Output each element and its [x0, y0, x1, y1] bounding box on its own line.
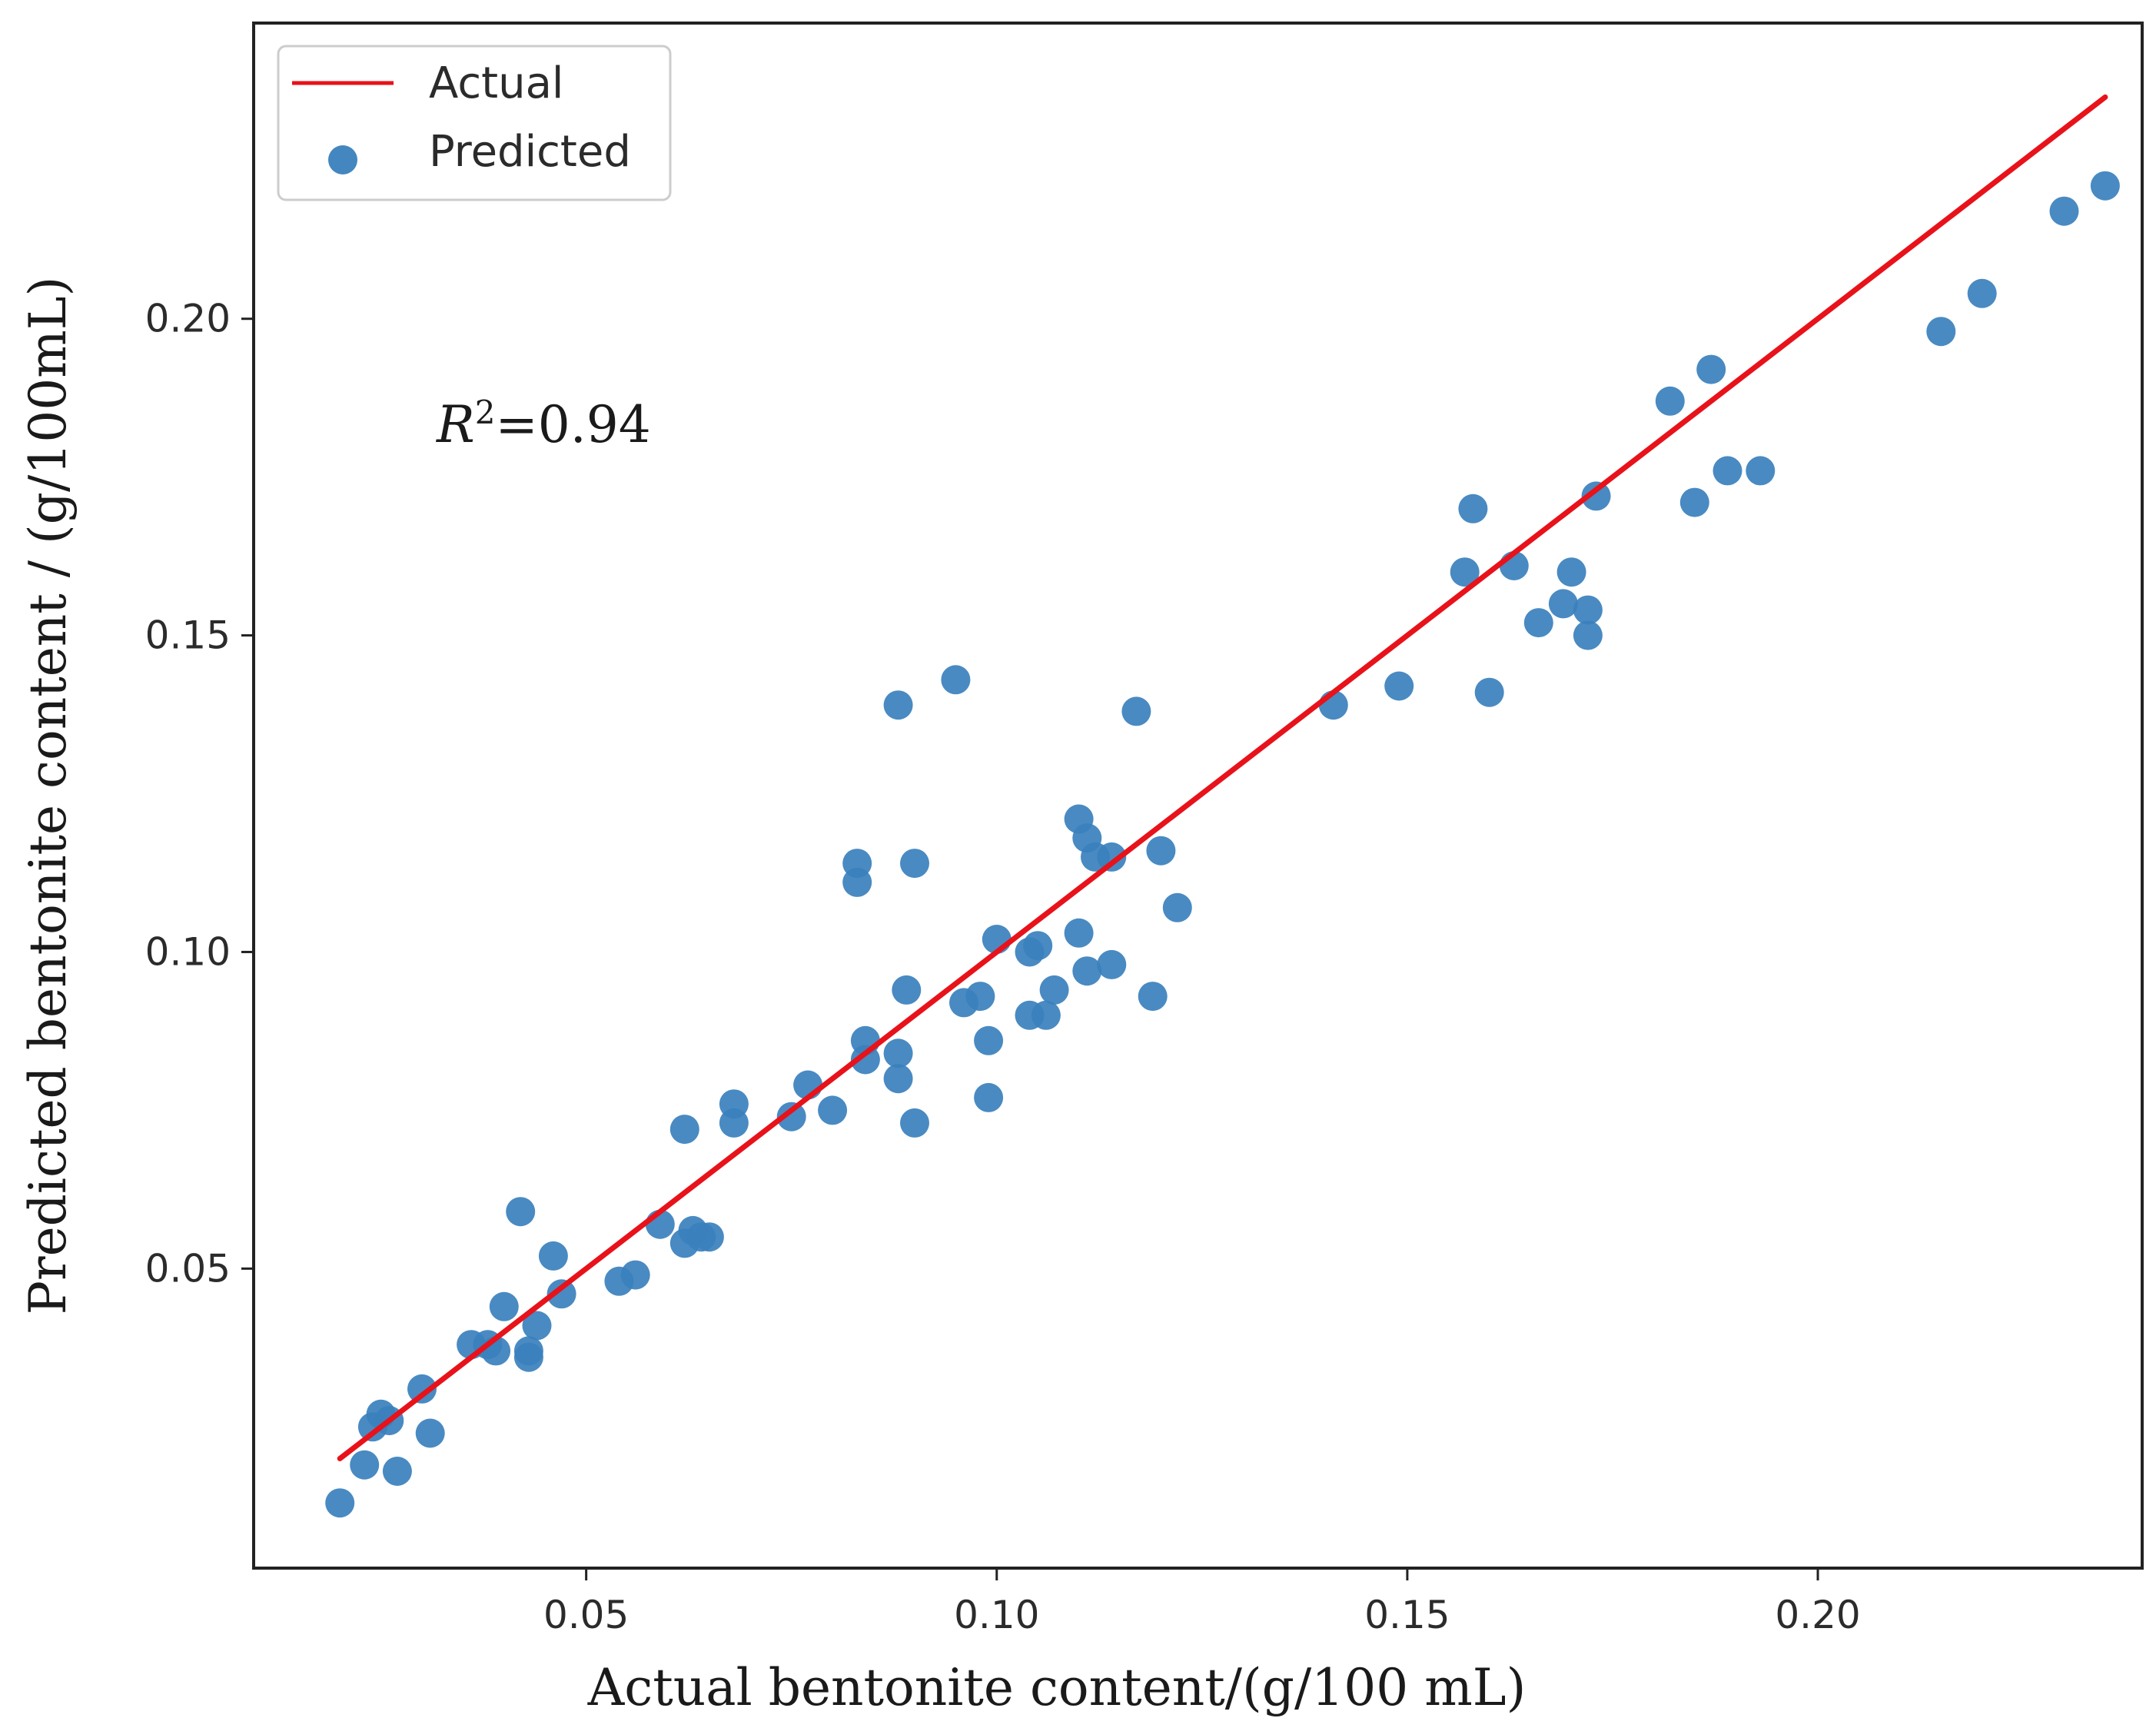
scatter-point-64 [1384, 671, 1414, 701]
scatter-point-37 [883, 1064, 913, 1094]
scatter-point-16 [538, 1241, 568, 1271]
scatter-point-44 [974, 1025, 1004, 1055]
scatter-point-36 [883, 1038, 913, 1068]
scatter-point-15 [522, 1311, 552, 1341]
scatter-point-60 [1138, 982, 1168, 1012]
scatter-point-14 [513, 1336, 543, 1366]
scatter-point-12 [506, 1197, 536, 1227]
y-tick-label-0: 0.05 [145, 1246, 231, 1291]
scatter-point-27 [719, 1108, 749, 1138]
legend-label-predicted: Predicted [429, 127, 631, 177]
scatter-point-40 [900, 1108, 929, 1138]
scatter-point-58 [1097, 949, 1127, 979]
scatter-point-70 [1548, 589, 1578, 619]
scatter-point-39 [900, 849, 929, 879]
scatter-point-65 [1450, 557, 1480, 587]
scatter-point-49 [1023, 931, 1053, 961]
scatter-point-17 [546, 1279, 576, 1309]
scatter-point-28 [776, 1102, 806, 1132]
scatter-point-71 [1556, 557, 1586, 587]
actual-line [337, 94, 2108, 1461]
r-value: =0.94 [495, 395, 650, 454]
legend-label-actual: Actual [429, 58, 563, 108]
x-tick-label-1: 0.10 [954, 1593, 1039, 1637]
scatter-point-59 [1121, 696, 1151, 726]
y-axis-title: Predicted bentonite content / (g/100mL) [18, 277, 78, 1315]
scatter-point-81 [1967, 278, 1997, 308]
scatter-point-45 [974, 1082, 1004, 1112]
scatter-point-76 [1679, 487, 1709, 517]
y-tick-label-3: 0.20 [145, 297, 231, 341]
scatter-point-66 [1458, 493, 1488, 523]
scatter-point-43 [965, 982, 995, 1012]
scatter-point-57 [1097, 842, 1127, 872]
scatter-point-41 [941, 665, 971, 695]
scatter-point-69 [1523, 608, 1553, 638]
x-axis-title: Actual bentonite content/(g/100 mL) [587, 1658, 1526, 1717]
scatter-point-55 [1072, 956, 1102, 986]
scatter-point-21 [669, 1115, 699, 1145]
scatter-point-51 [1039, 975, 1069, 1005]
x-tick-label-0: 0.05 [543, 1593, 629, 1637]
r-symbol: R [436, 395, 475, 454]
x-tick-label-2: 0.15 [1364, 1593, 1450, 1637]
r-squared-annotation: R2=0.94 [436, 394, 651, 454]
scatter-point-75 [1655, 386, 1685, 416]
plot-frame [252, 22, 2144, 1570]
scatter-point-61 [1146, 836, 1176, 866]
scatter-point-6 [407, 1374, 437, 1404]
scatter-point-67 [1474, 677, 1504, 707]
scatter-point-7 [415, 1418, 445, 1448]
legend: Actual Predicted [277, 45, 672, 201]
scatter-point-79 [1746, 456, 1776, 486]
scatter-point-34 [850, 1045, 880, 1075]
scatter-point-0 [325, 1488, 355, 1518]
scatter-point-35 [883, 690, 913, 720]
y-tick-label-1: 0.10 [145, 929, 231, 974]
scatter-point-25 [694, 1222, 724, 1252]
y-axis-ticks: 0.05 0.10 0.15 0.20 [145, 297, 254, 1291]
scatter-point-72 [1573, 595, 1603, 625]
scatter-point-78 [1713, 456, 1742, 486]
scatter-point-74 [1581, 481, 1611, 511]
scatter-point-62 [1162, 892, 1192, 922]
scatter-point-19 [620, 1260, 650, 1290]
scatter-point-30 [818, 1095, 848, 1125]
x-tick-label-3: 0.20 [1775, 1593, 1860, 1637]
x-axis-ticks: 0.05 0.10 0.15 0.20 [543, 1568, 1861, 1637]
scatter-point-50 [1031, 1000, 1061, 1030]
scatter-point-38 [892, 975, 922, 1005]
scatter-point-5 [382, 1457, 412, 1486]
scatter-point-1 [350, 1450, 380, 1480]
legend-marker-swatch [328, 145, 357, 174]
r-superscript: 2 [475, 394, 496, 431]
y-tick-label-2: 0.15 [145, 613, 231, 658]
scatter-point-73 [1573, 620, 1603, 650]
scatter-point-82 [2049, 196, 2079, 226]
scatter-point-83 [2090, 171, 2120, 201]
scatter-point-11 [489, 1291, 519, 1321]
data-layer [325, 94, 2120, 1518]
scatter-point-77 [1696, 354, 1726, 384]
scatter-point-53 [1064, 918, 1094, 948]
scatter-point-32 [842, 867, 872, 897]
scatter-point-80 [1926, 317, 1956, 347]
